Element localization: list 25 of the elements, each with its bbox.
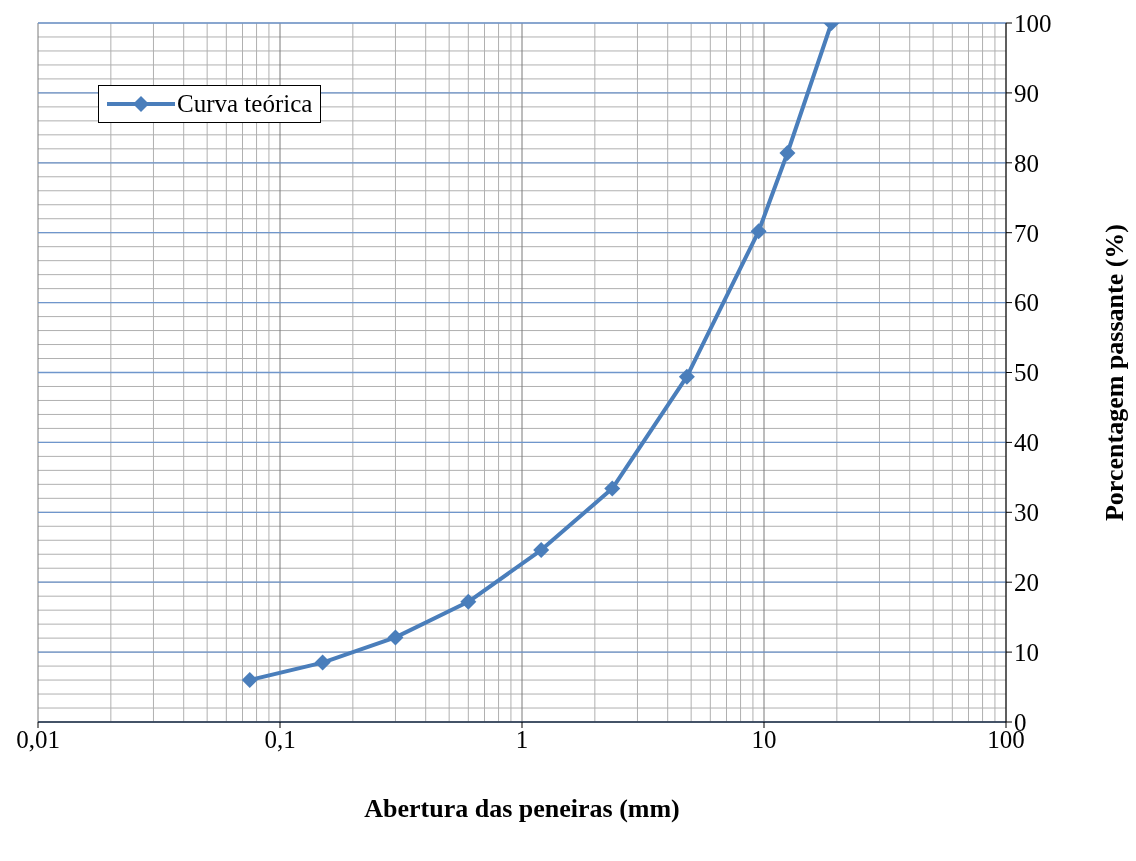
point (460, 593, 477, 610)
y-tick-label: 30 (1014, 499, 1039, 527)
y-tick-label: 100 (1014, 9, 1052, 37)
point (314, 654, 331, 671)
point (678, 368, 695, 385)
y-axis-title: Porcentagem passante (%) (1100, 223, 1130, 522)
point (604, 480, 621, 497)
y-tick-label: 20 (1014, 569, 1039, 597)
y-tick-label: 80 (1014, 149, 1039, 177)
y-tick-label: 90 (1014, 79, 1039, 107)
y-tick-label: 10 (1014, 638, 1039, 666)
y-tick-label: 70 (1014, 219, 1039, 247)
point (533, 542, 550, 559)
y-tick-label: 50 (1014, 359, 1039, 387)
point (387, 629, 404, 646)
y-tick-label: 60 (1014, 289, 1039, 317)
point (750, 223, 767, 240)
x-tick-label: 0,1 (264, 725, 296, 753)
x-tick-label: 1 (515, 725, 529, 753)
x-tick-label: 0,01 (16, 725, 60, 753)
point (241, 672, 258, 689)
y-tick-label: 40 (1014, 429, 1039, 457)
x-axis-title: Abertura das peneiras (mm) (364, 794, 680, 823)
legend-label: Curva teórica (177, 90, 313, 118)
x-tick-label: 10 (751, 725, 777, 753)
